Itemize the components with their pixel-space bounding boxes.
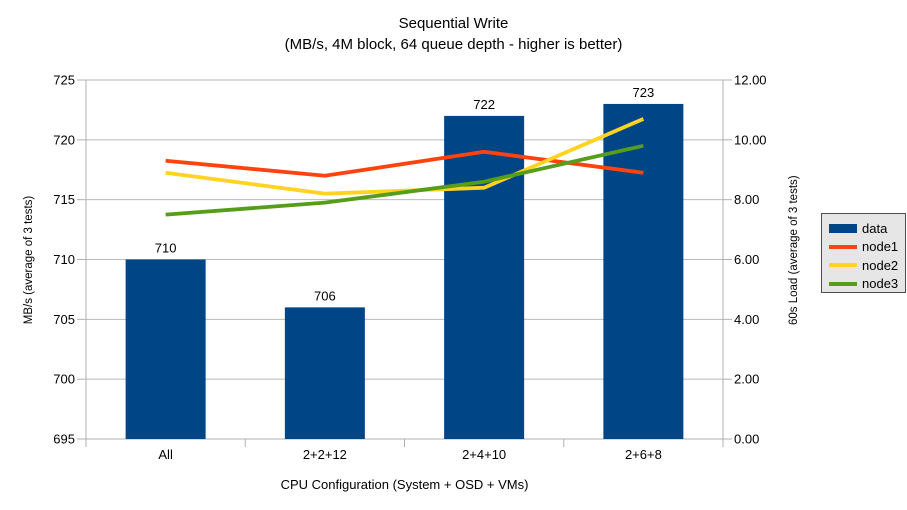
- legend-label: node3: [862, 276, 899, 292]
- bar: [284, 307, 365, 439]
- x-category-label: All: [158, 447, 173, 462]
- x-category-label: 2+4+10: [462, 447, 506, 462]
- legend-swatch-data: [829, 223, 857, 233]
- bar-value-label: 723: [633, 85, 655, 100]
- right-axis-tick-label: 10.00: [734, 132, 767, 147]
- line-node2: [165, 117, 645, 196]
- x-axis-title: CPU Configuration (System + OSD + VMs): [280, 477, 529, 492]
- bar-value-label: 722: [473, 97, 495, 112]
- left-axis-tick-label: 720: [53, 132, 75, 147]
- right-axis-tick-label: 2.00: [734, 372, 759, 387]
- left-axis-tick-label: 695: [53, 432, 75, 447]
- x-category-label: 2+2+12: [303, 447, 347, 462]
- legend-swatch-node2: [829, 263, 857, 268]
- legend-swatch-node3: [829, 281, 857, 286]
- x-category-label: 2+6+8: [625, 447, 662, 462]
- legend-item-data: data: [829, 219, 905, 238]
- legend-swatch-node1: [829, 244, 857, 249]
- legend-label: data: [862, 220, 888, 236]
- chart-subtitle: (MB/s, 4M block, 64 queue depth - higher…: [284, 36, 623, 53]
- bar-value-label: 706: [314, 288, 336, 303]
- left-axis-tick-label: 725: [53, 73, 75, 88]
- legend-item-node3: node3: [829, 275, 905, 294]
- right-axis-title: 60s Load (average of 3 tests): [788, 175, 800, 325]
- bar-value-label: 710: [155, 241, 177, 256]
- right-axis-tick-label: 12.00: [734, 73, 767, 88]
- left-axis-tick-label: 715: [53, 192, 75, 207]
- bar: [444, 115, 525, 440]
- right-axis-tick-label: 8.00: [734, 192, 759, 207]
- legend-item-node2: node2: [829, 256, 905, 275]
- legend-box: data node1 node2 node3: [821, 213, 906, 293]
- left-axis-tick-label: 705: [53, 312, 75, 327]
- left-axis-tick-label: 700: [53, 372, 75, 387]
- right-axis-tick-label: 6.00: [734, 252, 759, 267]
- legend-item-node1: node1: [829, 238, 905, 257]
- right-axis-tick-label: 0.00: [734, 432, 759, 447]
- right-axis-tick-label: 4.00: [734, 312, 759, 327]
- left-axis-tick-label: 710: [53, 252, 75, 267]
- left-axis-title: MB/s (average of 3 tests): [23, 195, 35, 325]
- legend-label: node1: [862, 239, 899, 255]
- bar: [603, 103, 684, 439]
- chart-title: Sequential Write: [398, 15, 509, 32]
- bar: [125, 259, 206, 439]
- line-node3: [165, 143, 644, 217]
- legend-label: node2: [862, 257, 899, 273]
